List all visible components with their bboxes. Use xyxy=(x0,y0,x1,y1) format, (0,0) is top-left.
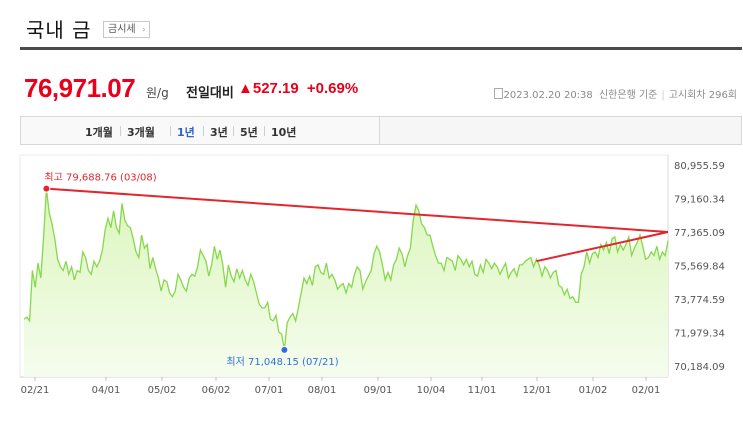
tab-divider xyxy=(264,126,265,136)
bank-basis: 신한은행 기준 xyxy=(598,90,658,101)
y-tick-label: 70,184.09 xyxy=(674,362,725,373)
low-point-label: 최저 71,048.15 (07/21) xyxy=(226,356,338,368)
gold-price-badge[interactable]: 금시세 › xyxy=(103,21,150,38)
low-point-marker xyxy=(280,345,289,354)
x-tick-label: 11/01 xyxy=(468,385,497,396)
x-tick-label: 12/01 xyxy=(523,385,552,396)
y-tick-label: 79,160.34 xyxy=(674,195,725,206)
y-tick-label: 75,569.84 xyxy=(674,262,725,273)
tab-5-years[interactable]: 5년 xyxy=(240,126,258,139)
change-percent: +0.69% xyxy=(306,80,359,97)
tab-1-year[interactable]: 1년 xyxy=(177,126,195,139)
x-tick-label: 05/02 xyxy=(148,385,177,396)
tab-3-years[interactable]: 3년 xyxy=(210,126,228,139)
y-tick-label: 71,979.34 xyxy=(674,329,725,340)
price-datetime: 2023.02.20 20:38 xyxy=(503,90,593,101)
period-tabs-group xyxy=(21,117,380,144)
period-tabs: 1개월 3개월 1년 3년 5년 10년 xyxy=(20,116,742,145)
x-tick-label: 02/21 xyxy=(21,385,50,396)
meta-divider: | xyxy=(661,90,665,101)
price-line xyxy=(23,188,669,351)
x-tick-label: 06/02 xyxy=(202,385,231,396)
price-change: ▲527.19 +0.69% xyxy=(238,80,358,97)
tab-divider xyxy=(233,126,234,136)
trend-line-high xyxy=(46,187,669,233)
price-area xyxy=(24,188,668,377)
x-tick-label: 04/01 xyxy=(92,385,121,396)
tab-1-month[interactable]: 1개월 xyxy=(85,126,113,139)
x-tick-label: 02/01 xyxy=(632,385,661,396)
notice-round: 고시회차 296회 xyxy=(668,90,737,101)
x-tick-label: 01/02 xyxy=(579,385,608,396)
chevron-right-icon: › xyxy=(142,25,146,34)
high-point-label: 최고 79,688.76 (03/08) xyxy=(44,172,156,184)
x-tick-label: 08/01 xyxy=(308,385,337,396)
compare-label: 전일대비 xyxy=(186,86,234,101)
page-title: 국내 금 xyxy=(26,18,92,42)
tab-3-months[interactable]: 3개월 xyxy=(127,126,155,139)
current-price: 76,971.07 xyxy=(24,73,136,103)
badge-label: 금시세 xyxy=(108,24,136,35)
x-tick-label: 09/01 xyxy=(364,385,393,396)
header-divider xyxy=(20,47,742,50)
price-unit: 원/g xyxy=(146,86,169,100)
y-tick-label: 80,955.59 xyxy=(674,161,725,172)
tab-divider xyxy=(170,126,171,136)
x-tick-label: 10/04 xyxy=(417,385,446,396)
tab-10-years[interactable]: 10년 xyxy=(271,126,297,139)
y-tick-label: 77,365.09 xyxy=(674,228,725,239)
document-icon xyxy=(493,88,503,99)
change-amount: ▲527.19 xyxy=(238,80,299,97)
price-meta: 2023.02.20 20:38 신한은행 기준 | 고시회차 296회 xyxy=(493,86,737,101)
tab-divider xyxy=(203,126,204,136)
y-tick-label: 73,774.59 xyxy=(674,295,725,306)
x-tick-label: 07/01 xyxy=(255,385,284,396)
high-point-marker xyxy=(42,184,51,193)
trend-line-recent xyxy=(536,231,669,263)
tab-divider xyxy=(120,126,121,136)
